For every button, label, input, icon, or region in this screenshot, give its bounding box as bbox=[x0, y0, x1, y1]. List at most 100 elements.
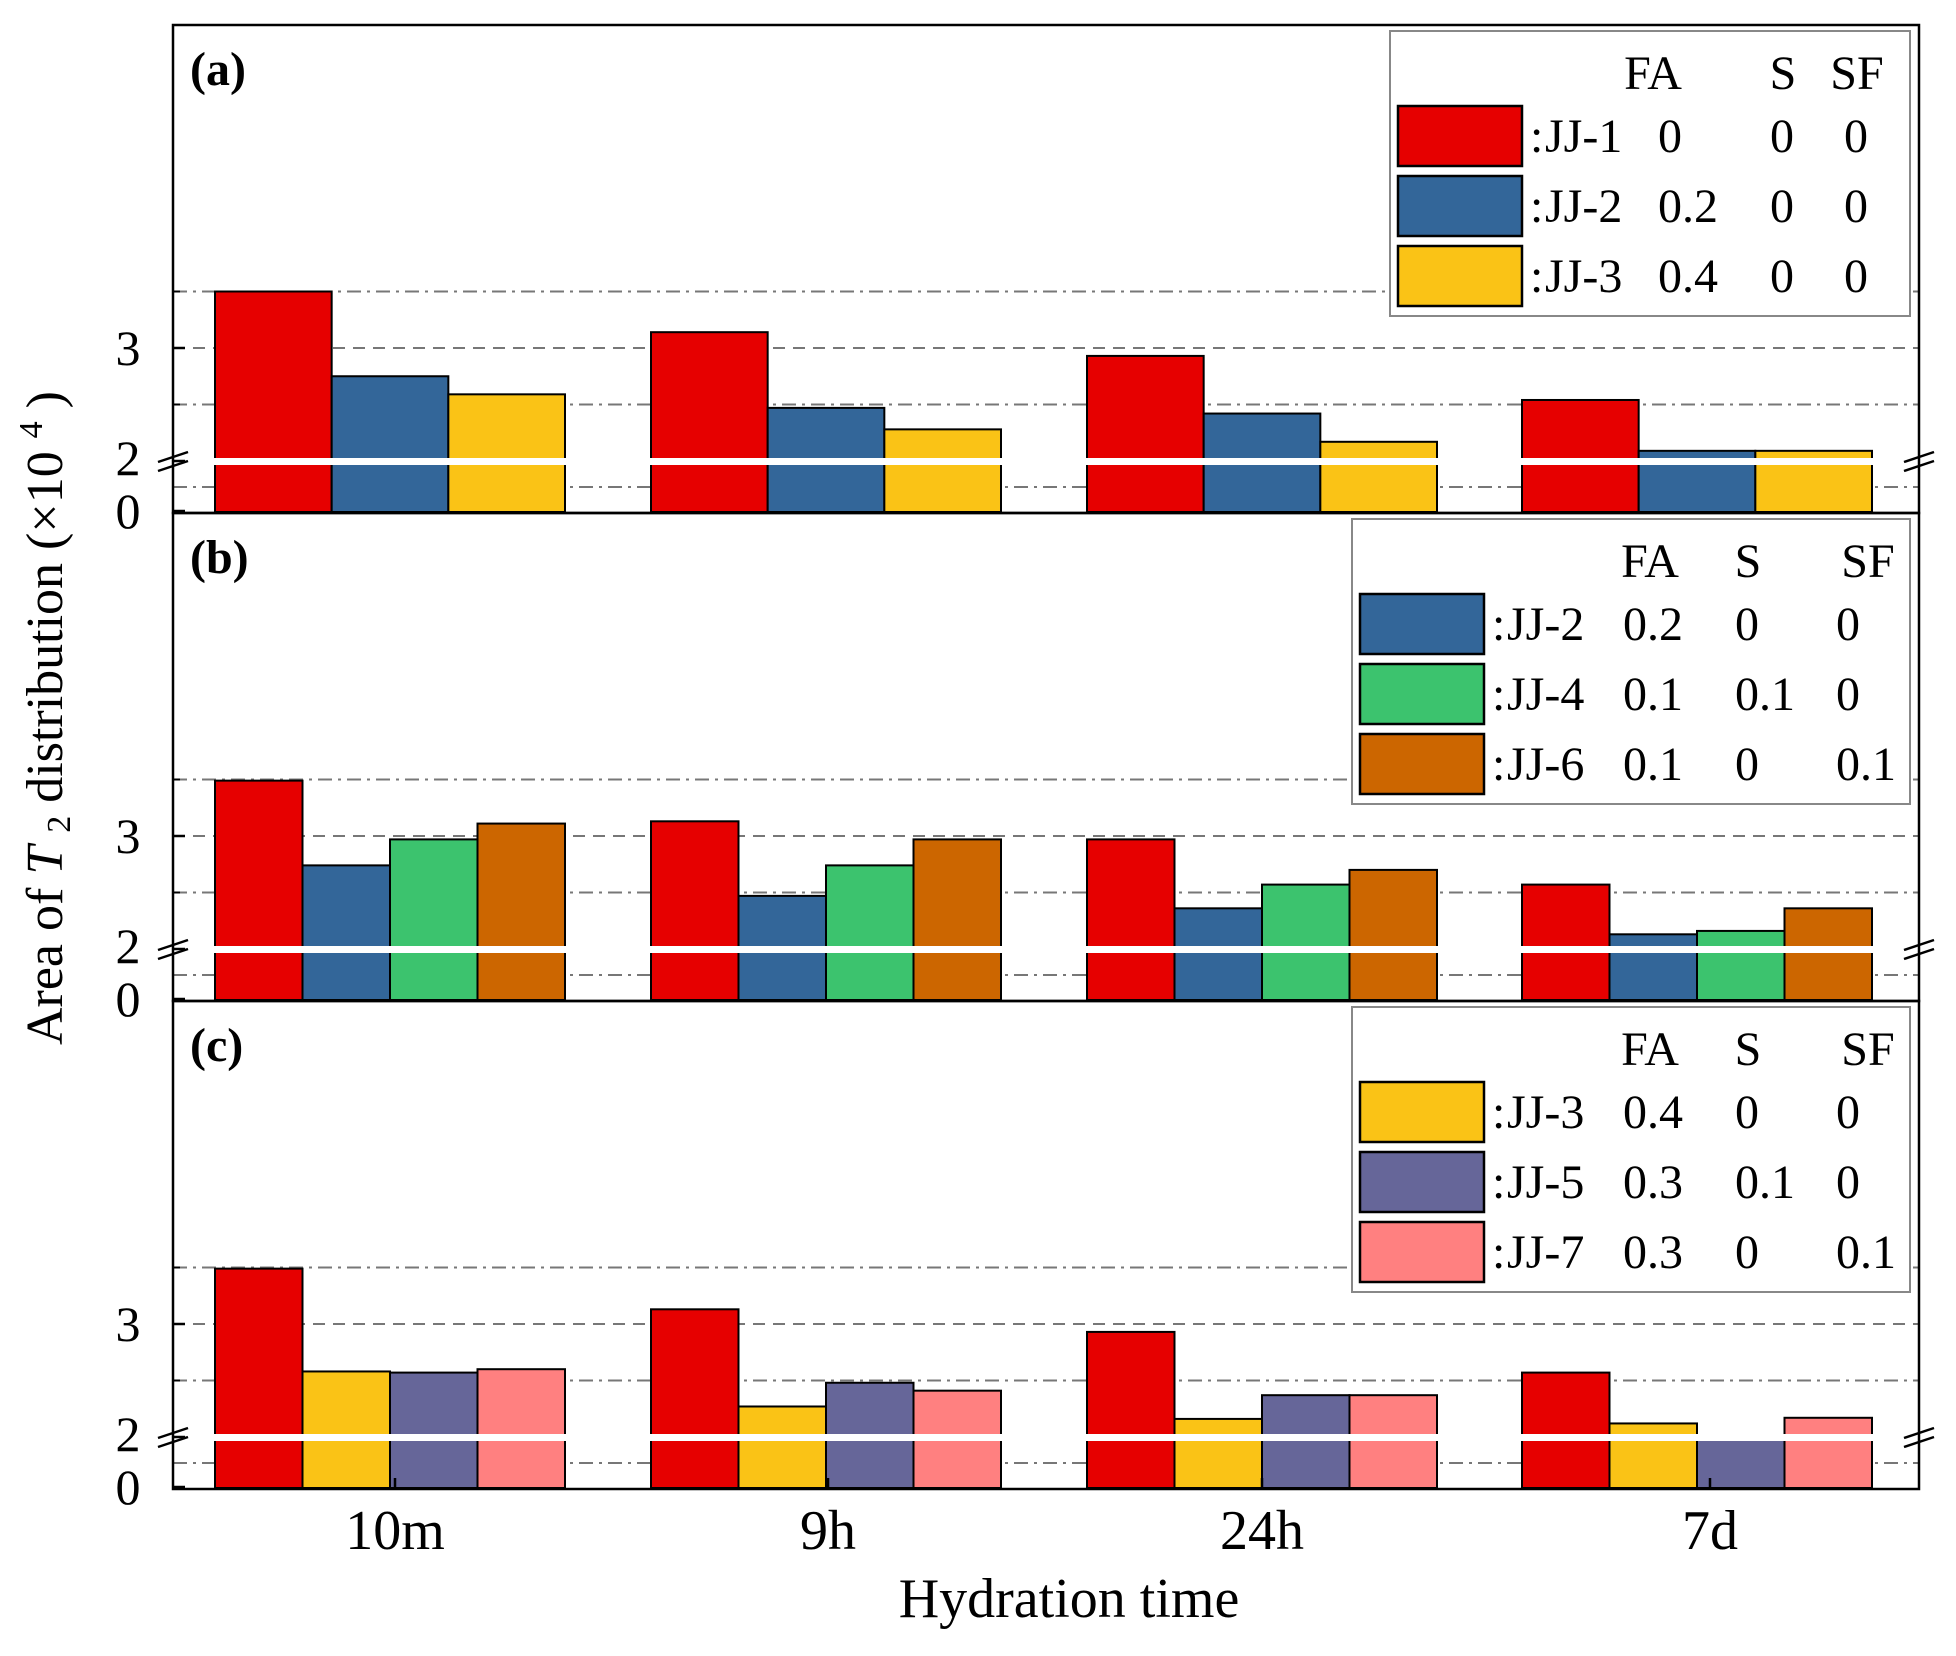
bar-jj-4-9h bbox=[825, 864, 915, 1001]
legend-sf-value: 0 bbox=[1836, 668, 1860, 721]
bar-jj-1-24h bbox=[1086, 354, 1205, 513]
x-tick-label-9h: 9h bbox=[800, 1500, 856, 1562]
bar-jj-1-7d bbox=[1521, 398, 1640, 514]
bar-jj-7-24h bbox=[1348, 1394, 1438, 1489]
x-tick-label-10m: 10m bbox=[345, 1500, 445, 1562]
legend-name: JJ-6 bbox=[1507, 738, 1584, 791]
bar-jj-3-9h bbox=[883, 428, 1002, 513]
legend-colon: : bbox=[1492, 1156, 1505, 1209]
legend-name: JJ-4 bbox=[1507, 668, 1584, 721]
bar-jj-4-24h bbox=[1261, 883, 1351, 1002]
legend-fa-value: 0.4 bbox=[1623, 1086, 1683, 1139]
panel-2: 320(b) FA S SF: JJ-2 0.2 0 0: JJ-4 0.1 0.1 0: JJ-6 0.… bbox=[116, 511, 1939, 1027]
legend-header-sf: SF bbox=[1841, 1023, 1894, 1076]
legend-entry-jj-6: : JJ-6 0.1 0 0.1 bbox=[1358, 732, 1896, 796]
legend-sf-value: 0 bbox=[1836, 598, 1860, 651]
bar-jj-1-9h bbox=[650, 820, 740, 1001]
bars bbox=[214, 290, 1874, 514]
y-tick-label-2: 2 bbox=[116, 918, 141, 974]
y-tick-label-2: 2 bbox=[116, 1406, 141, 1462]
legend-colon: : bbox=[1492, 738, 1505, 791]
legend-header-s: S bbox=[1770, 47, 1797, 100]
legend-name: JJ-2 bbox=[1545, 180, 1622, 233]
legend-header-fa: FA bbox=[1624, 47, 1682, 100]
y-axis-label-symbol: T bbox=[17, 843, 74, 875]
bars bbox=[214, 1267, 1873, 1490]
x-tick-labels: 10m 9h 24h 7d bbox=[345, 1478, 1738, 1562]
bar-jj-2-10m bbox=[301, 864, 391, 1001]
bar-jj-3-9h bbox=[737, 1405, 827, 1489]
legend-s-value: 0.1 bbox=[1735, 1156, 1795, 1209]
legend-swatch bbox=[1358, 662, 1486, 726]
bar-jj-7-10m bbox=[476, 1368, 566, 1489]
y-ticks: 3 20 bbox=[116, 1266, 185, 1515]
legend-header-s: S bbox=[1735, 535, 1762, 588]
legend-header-fa: FA bbox=[1621, 535, 1679, 588]
legend-name: JJ-3 bbox=[1507, 1086, 1584, 1139]
panel-label: (c) bbox=[190, 1019, 243, 1072]
y-tick-label-2: 2 bbox=[116, 430, 141, 486]
bar-jj-3-10m bbox=[301, 1370, 391, 1489]
legend-colon: : bbox=[1492, 1226, 1505, 1279]
legend-fa-value: 0.1 bbox=[1623, 738, 1683, 791]
legend-colon: : bbox=[1530, 250, 1543, 303]
legend-name: JJ-1 bbox=[1545, 110, 1622, 163]
panel-label: (b) bbox=[190, 531, 249, 584]
bar-jj-1-10m bbox=[214, 1267, 304, 1489]
legend-s-value: 0 bbox=[1770, 250, 1794, 303]
legend-s-value: 0 bbox=[1735, 598, 1759, 651]
legend-swatch bbox=[1358, 1080, 1486, 1144]
legend-fa-value: 0.2 bbox=[1658, 180, 1718, 233]
bar-jj-6-10m bbox=[476, 822, 566, 1001]
legend-name: JJ-5 bbox=[1507, 1156, 1584, 1209]
bar-jj-1-9h bbox=[650, 331, 769, 513]
legend-swatch bbox=[1358, 1220, 1486, 1284]
bar-jj-1-7d bbox=[1521, 883, 1611, 1002]
y-axis-label-prefix: Area of bbox=[17, 875, 74, 1045]
legend-header-fa: FA bbox=[1621, 1023, 1679, 1076]
legend-entry-jj-3: : JJ-3 0.4 0 0 bbox=[1396, 244, 1868, 308]
legend-fa-value: 0.3 bbox=[1623, 1156, 1683, 1209]
bar-jj-5-10m bbox=[389, 1371, 479, 1489]
panel-label: (a) bbox=[190, 43, 246, 96]
legend-s-value: 0 bbox=[1770, 180, 1794, 233]
bar-jj-1-10m bbox=[214, 290, 333, 513]
y-tick-label-3: 3 bbox=[116, 320, 141, 376]
legend-entry-jj-4: : JJ-4 0.1 0.1 0 bbox=[1358, 662, 1860, 726]
y-tick-label-3: 3 bbox=[116, 1296, 141, 1352]
legend-name: JJ-3 bbox=[1545, 250, 1622, 303]
legend-swatch bbox=[1396, 244, 1524, 308]
bar-jj-4-10m bbox=[389, 838, 479, 1002]
y-axis-label-suffix: distribution (×10 bbox=[17, 451, 74, 802]
y-axis-label-exponent: 4 bbox=[13, 421, 50, 438]
legend-entry-jj-2: : JJ-2 0.2 0 0 bbox=[1358, 592, 1860, 656]
y-axis-label-subscript: 2 bbox=[41, 816, 78, 833]
legend-fa-value: 0.3 bbox=[1623, 1226, 1683, 1279]
bar-jj-1-24h bbox=[1086, 1330, 1176, 1490]
legend-sf-value: 0.1 bbox=[1836, 738, 1896, 791]
bar-jj-6-7d bbox=[1783, 907, 1873, 1002]
x-tick-label-24h: 24h bbox=[1220, 1500, 1304, 1562]
legend-sf-value: 0 bbox=[1844, 250, 1868, 303]
bar-jj-7-7d bbox=[1783, 1416, 1873, 1490]
axis-break-band bbox=[153, 946, 1939, 953]
y-axis-label-close: ) bbox=[17, 391, 74, 408]
axis-break-band bbox=[153, 1434, 1939, 1441]
bars bbox=[214, 779, 1873, 1002]
legend: FA S SF: JJ-1 0 0 0: JJ-2 0.2 0 0: JJ-3 0.4 0 0 bbox=[1389, 30, 1911, 317]
y-tick-label-0: 0 bbox=[116, 1459, 141, 1515]
legend-colon: : bbox=[1492, 598, 1505, 651]
y-tick-label-3: 3 bbox=[116, 808, 141, 864]
legend-sf-value: 0 bbox=[1836, 1086, 1860, 1139]
legend-entry-jj-1: : JJ-1 0 0 0 bbox=[1396, 104, 1868, 168]
legend-sf-value: 0.1 bbox=[1836, 1226, 1896, 1279]
legend-sf-value: 0 bbox=[1844, 110, 1868, 163]
legend-fa-value: 0.4 bbox=[1658, 250, 1718, 303]
legend-entry-jj-3: : JJ-3 0.4 0 0 bbox=[1358, 1080, 1860, 1144]
legend-s-value: 0 bbox=[1735, 738, 1759, 791]
legend-header-sf: SF bbox=[1841, 535, 1894, 588]
y-axis-label: Area of T 2 distribution (×10 4 ) bbox=[0, 391, 82, 1045]
legend-entry-jj-2: : JJ-2 0.2 0 0 bbox=[1396, 174, 1868, 238]
bar-jj-4-7d bbox=[1696, 929, 1786, 1001]
bar-jj-2-7d bbox=[1608, 933, 1698, 1001]
